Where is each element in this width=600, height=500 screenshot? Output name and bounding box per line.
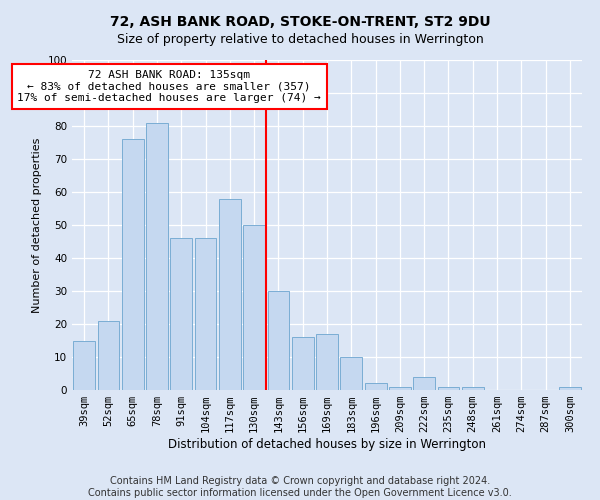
Bar	[73, 340, 95, 390]
Bar	[340, 357, 362, 390]
Bar	[146, 122, 168, 390]
Bar	[268, 291, 289, 390]
Text: Size of property relative to detached houses in Werrington: Size of property relative to detached ho…	[116, 32, 484, 46]
Bar	[365, 384, 386, 390]
Bar	[97, 320, 119, 390]
Text: 72, ASH BANK ROAD, STOKE-ON-TRENT, ST2 9DU: 72, ASH BANK ROAD, STOKE-ON-TRENT, ST2 9…	[110, 15, 490, 29]
Bar	[389, 386, 411, 390]
Bar	[170, 238, 192, 390]
Bar	[462, 386, 484, 390]
Y-axis label: Number of detached properties: Number of detached properties	[32, 138, 42, 312]
Bar	[219, 198, 241, 390]
Bar	[122, 139, 143, 390]
Bar	[559, 386, 581, 390]
Text: 72 ASH BANK ROAD: 135sqm
← 83% of detached houses are smaller (357)
17% of semi-: 72 ASH BANK ROAD: 135sqm ← 83% of detach…	[17, 70, 321, 103]
X-axis label: Distribution of detached houses by size in Werrington: Distribution of detached houses by size …	[168, 438, 486, 451]
Bar	[413, 377, 435, 390]
Bar	[437, 386, 460, 390]
Bar	[292, 337, 314, 390]
Text: Contains HM Land Registry data © Crown copyright and database right 2024.
Contai: Contains HM Land Registry data © Crown c…	[88, 476, 512, 498]
Bar	[194, 238, 217, 390]
Bar	[316, 334, 338, 390]
Bar	[243, 225, 265, 390]
